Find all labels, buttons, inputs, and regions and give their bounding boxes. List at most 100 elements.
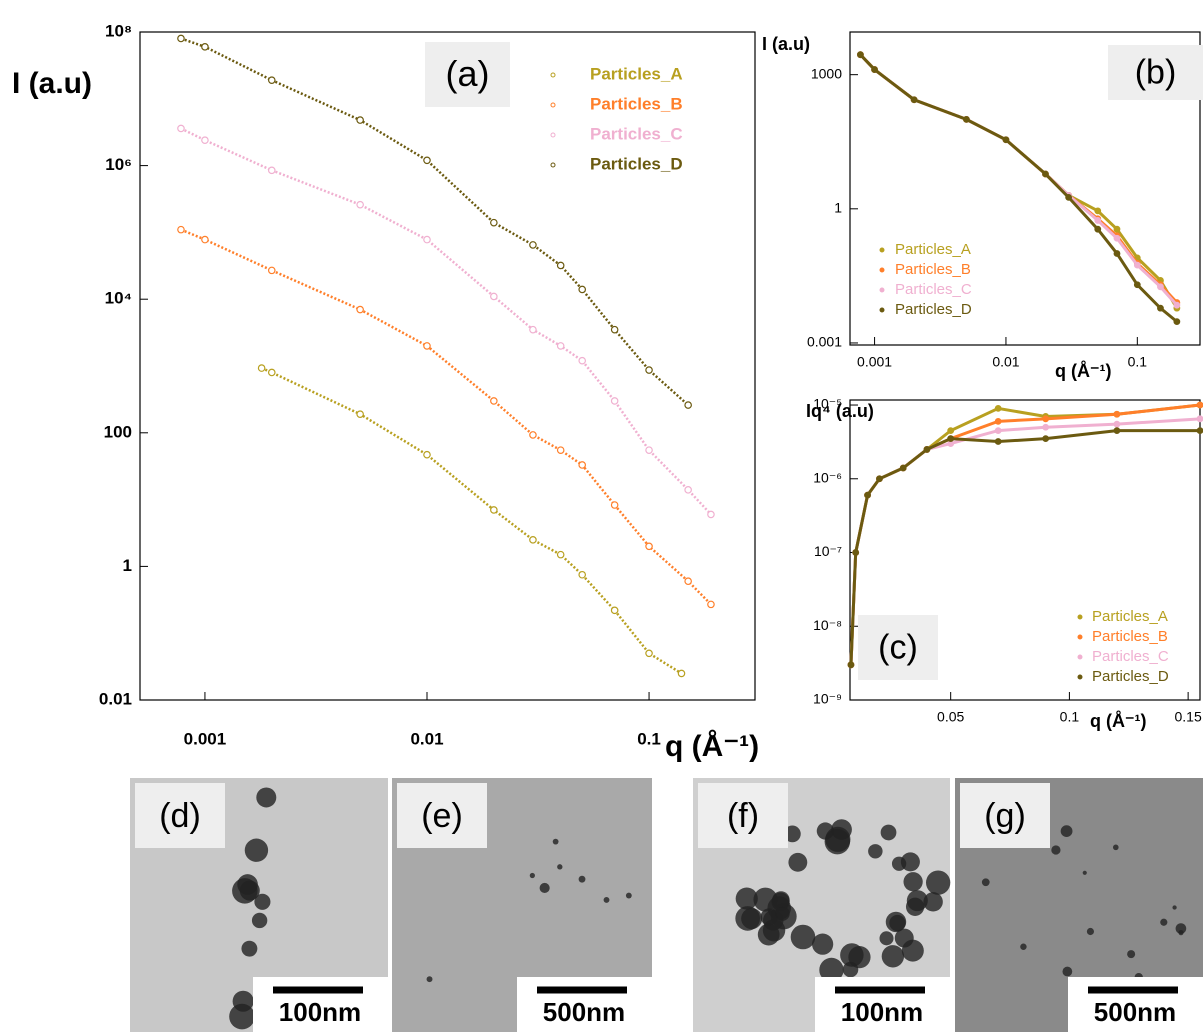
series-line [180,37,689,407]
x-axis-label: q (Å⁻¹) [665,730,759,763]
data-point [423,342,431,350]
panel-label: (a) [446,53,490,94]
particle [625,892,632,899]
particle [881,945,905,968]
particle [879,931,894,946]
data-point [864,491,871,499]
series-line [180,228,712,606]
particle [1127,950,1136,959]
particle [1051,845,1061,855]
particle [903,872,923,892]
particle [1178,930,1184,936]
panel-label: (c) [878,628,918,666]
data-point [578,461,587,469]
data-point [1113,427,1121,435]
plot-frame [139,31,756,701]
data-point [910,96,918,104]
y-axis-label: I (a.u) [12,67,92,100]
data-point [1196,401,1203,409]
data-point [645,366,653,374]
data-point [963,115,970,123]
y-tick-label: 10⁻⁷ [814,543,842,559]
particle [1020,943,1027,950]
particle [762,919,786,942]
scale-box [253,977,388,1032]
data-point [423,450,431,459]
scale-label: 500nm [543,997,625,1027]
panel-label: (b) [1135,53,1177,91]
data-point [201,235,209,244]
series-line [180,127,712,516]
data-point [578,570,587,579]
data-point [267,166,276,175]
data-point [610,501,619,509]
x-tick-label: 0.1 [1060,709,1080,725]
data-point [610,397,619,405]
data-point [490,397,498,405]
particle [868,844,883,859]
particle [1175,923,1187,934]
particle [229,1003,255,1030]
particle [1082,870,1087,875]
data-point [257,364,266,372]
y-tick-label: 10⁴ [105,289,132,308]
data-point [645,649,653,658]
particle [788,852,808,872]
particle [1160,918,1168,926]
data-point [1173,318,1181,326]
x-tick-label: 0.01 [410,729,443,748]
data-point [267,368,276,377]
data-point [1113,420,1121,428]
scale-box [1068,977,1203,1032]
legend-marker [879,287,885,293]
scale-box [815,977,950,1032]
data-point [356,116,364,124]
panel-label-box [397,783,487,848]
data-point [529,431,537,439]
legend-label: Particles_A [590,64,683,83]
data-point [1157,283,1164,291]
particle [816,822,834,840]
data-point [707,510,715,519]
data-point [201,136,209,145]
particle [552,838,559,845]
data-point [201,43,209,51]
data-point [847,661,855,669]
data-point [177,124,185,133]
data-point [1196,415,1203,423]
data-point [947,427,955,435]
data-point [684,486,692,494]
scale-label: 500nm [1094,997,1176,1027]
data-point [356,200,364,209]
data-point [529,536,537,544]
y-tick-label: 10⁶ [105,155,132,174]
x-tick-label: 0.05 [937,709,964,725]
data-point [994,438,1002,445]
data-point [1113,410,1121,418]
data-point [1196,427,1203,435]
panel-label: (f) [727,797,759,835]
legend-label: Particles_A [895,241,971,258]
data-point [899,464,907,472]
legend-marker [550,132,556,138]
particle [539,882,550,893]
legend-marker [1077,654,1083,660]
data-point [177,34,185,43]
x-axis-label: q (Å⁻¹) [1090,711,1146,731]
data-point [1133,281,1141,289]
series-line [261,366,683,675]
panel-label-box [1108,45,1203,100]
data-point [684,577,692,586]
data-point [1065,193,1073,201]
legend-marker [550,102,556,108]
x-tick-label: 0.001 [857,354,892,370]
legend-label: Particles_B [1092,628,1168,645]
particle [237,874,258,895]
panel-label: (g) [984,797,1026,835]
particle [923,892,943,912]
y-tick-label: 1 [834,200,842,216]
panel-label-box [960,783,1050,848]
data-point [356,410,364,418]
particle [529,872,535,879]
